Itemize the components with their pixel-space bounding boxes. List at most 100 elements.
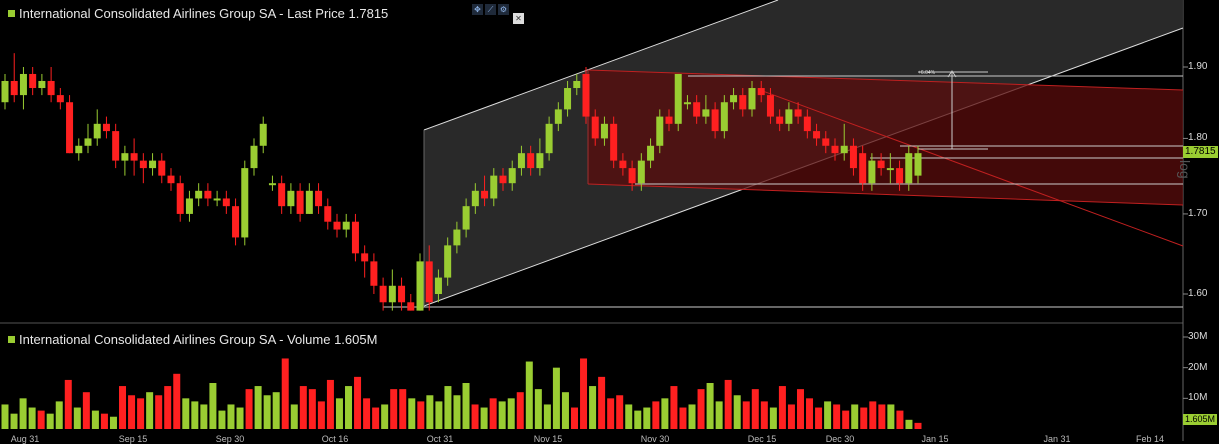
volume-bar	[462, 383, 470, 429]
candle-body	[453, 229, 461, 246]
volume-bar	[390, 389, 398, 429]
candle-body	[693, 102, 701, 117]
channel-upper-line	[423, 0, 779, 131]
volume-bar	[697, 389, 705, 429]
volume-bar	[137, 398, 145, 429]
volume-bar	[408, 398, 416, 429]
candle-body	[877, 160, 885, 169]
candle-body	[361, 253, 369, 262]
volume-bar	[91, 410, 99, 429]
candle-body	[610, 123, 618, 161]
volume-bar	[146, 392, 154, 429]
volume-bar	[444, 386, 452, 429]
date-tick-label: Oct 31	[426, 434, 454, 444]
volume-bar	[498, 401, 506, 429]
volume-bar	[182, 398, 190, 429]
candle-body	[508, 168, 516, 184]
price-tick-label: 1.60	[1188, 288, 1208, 299]
volume-bar	[317, 401, 325, 429]
candle-body	[674, 73, 682, 124]
candle-body	[896, 168, 904, 184]
volume-bar	[335, 398, 343, 429]
percent-annotation: +6.04%	[918, 70, 936, 76]
candle-body	[739, 95, 747, 110]
volume-bar	[354, 376, 362, 429]
candle-body	[849, 145, 857, 169]
candle-body	[683, 102, 691, 105]
candle-body	[462, 206, 470, 230]
legend-swatch-icon	[8, 10, 15, 17]
candle-body	[444, 245, 452, 278]
candle-body	[315, 190, 323, 207]
candle-body	[407, 302, 415, 311]
volume-bar	[896, 410, 904, 429]
candle-body	[425, 261, 433, 303]
candle-body	[776, 116, 784, 124]
log-scale-label: log	[1177, 160, 1193, 179]
volume-bar	[435, 401, 443, 429]
date-tick-label: Feb 14	[1135, 434, 1165, 444]
candle-body	[102, 123, 110, 132]
volume-bar	[399, 389, 407, 429]
volume-bar	[769, 407, 777, 429]
cursor-tool-icon[interactable]: ✥	[472, 4, 483, 15]
settings-tool-icon[interactable]: ⚙	[498, 4, 509, 15]
candle-body	[914, 153, 922, 176]
volume-bar	[796, 389, 804, 429]
volume-bar	[787, 404, 795, 429]
candle-body	[370, 261, 378, 286]
last-price-label: 1.7815	[1183, 146, 1218, 159]
volume-bar	[842, 410, 850, 429]
candle-body	[112, 131, 120, 161]
volume-bar	[109, 416, 117, 429]
draw-tool-icon[interactable]: ⟋	[485, 4, 496, 15]
candle-body	[185, 198, 193, 214]
candle-body	[813, 131, 821, 139]
volume-bar	[381, 404, 389, 429]
close-tool-icon[interactable]: ✕	[513, 13, 524, 24]
volume-legend: International Consolidated Airlines Grou…	[4, 331, 382, 348]
candle-body	[868, 160, 876, 184]
price-tick-label: 1.70	[1188, 207, 1208, 219]
volume-bar	[742, 401, 750, 429]
volume-bar	[652, 401, 660, 429]
volume-bar	[634, 410, 642, 429]
volume-bar	[905, 419, 913, 429]
candle-body	[886, 168, 894, 171]
volume-bar	[561, 392, 569, 429]
volume-tick-label: 20M	[1188, 361, 1208, 373]
candle-body	[637, 160, 645, 184]
volume-bar	[760, 401, 768, 429]
volume-bar	[543, 404, 551, 429]
candle-body	[222, 198, 230, 207]
price-legend: International Consolidated Airlines Grou…	[4, 5, 393, 22]
volume-bar	[625, 404, 633, 429]
volume-bar	[806, 398, 814, 429]
volume-bar	[37, 410, 45, 429]
candle-body	[1, 80, 9, 103]
candle-body	[766, 95, 774, 117]
volume-bar	[733, 395, 741, 429]
volume-bar	[453, 395, 461, 429]
candle-body	[47, 80, 55, 96]
volume-bar	[679, 407, 687, 429]
candle-body	[434, 277, 442, 294]
volume-bar	[706, 383, 714, 429]
candle-body	[619, 160, 627, 169]
candle-body	[481, 190, 489, 199]
candle-body	[333, 221, 341, 230]
candle-body	[794, 109, 802, 117]
volume-bar	[64, 379, 72, 429]
candle-body	[591, 116, 599, 139]
candle-body	[564, 88, 572, 110]
volume-bar	[589, 386, 597, 429]
volume-bar	[715, 401, 723, 429]
volume-bar	[688, 404, 696, 429]
candle-body	[93, 123, 101, 139]
candle-body	[831, 145, 839, 154]
candle-body	[268, 183, 276, 186]
candle-body	[730, 95, 738, 103]
volume-bar	[878, 404, 886, 429]
volume-bar	[516, 392, 524, 429]
